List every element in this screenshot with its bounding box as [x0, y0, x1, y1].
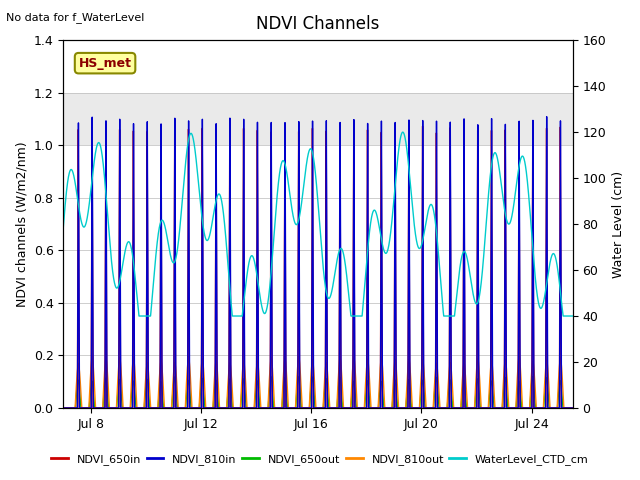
Title: NDVI Channels: NDVI Channels [257, 15, 380, 33]
Y-axis label: Water Level (cm): Water Level (cm) [612, 170, 625, 277]
Text: No data for f_WaterLevel: No data for f_WaterLevel [6, 12, 145, 23]
Bar [63, 93, 573, 145]
Text: HS_met: HS_met [79, 57, 132, 70]
Y-axis label: NDVI channels (W/m2/nm): NDVI channels (W/m2/nm) [15, 141, 28, 307]
Legend: NDVI_650in, NDVI_810in, NDVI_650out, NDVI_810out, WaterLevel_CTD_cm: NDVI_650in, NDVI_810in, NDVI_650out, NDV… [47, 450, 593, 469]
